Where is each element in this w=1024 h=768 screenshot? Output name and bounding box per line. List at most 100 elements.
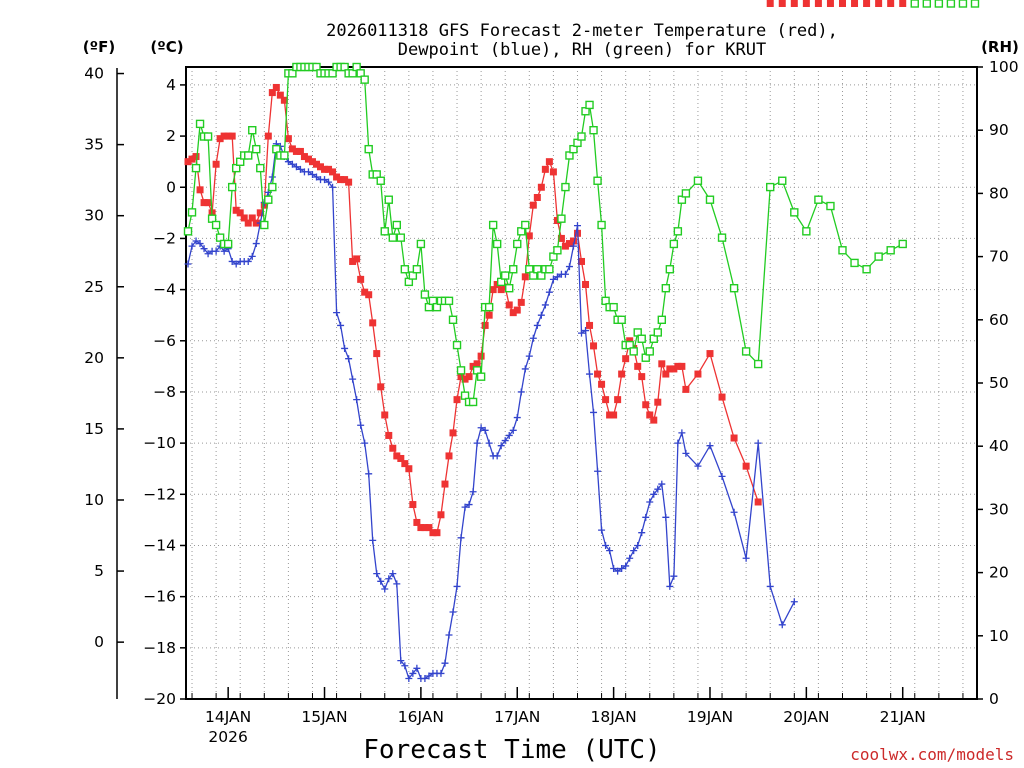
2-meter-temperature-point — [349, 257, 357, 265]
2-meter-temperature-point — [224, 132, 232, 140]
dewpoint-point — [618, 565, 626, 573]
relative-humidity-point — [741, 347, 751, 356]
2-meter-temperature-point — [325, 165, 333, 173]
relative-humidity-point — [661, 284, 671, 293]
2-meter-temperature-point — [232, 206, 240, 214]
rh-tick-label: 100 — [989, 58, 1019, 76]
relative-humidity-point — [922, 0, 932, 8]
x-tick-label: 20JAN — [783, 708, 829, 726]
celsius-tick-label: 4 — [166, 76, 176, 94]
relative-humidity-point — [561, 182, 570, 192]
dewpoint-point — [610, 565, 618, 573]
dewpoint-point — [778, 621, 786, 629]
relative-humidity-point — [657, 315, 667, 324]
celsius-tick-label: −6 — [153, 332, 176, 350]
relative-humidity-point — [645, 347, 654, 356]
dewpoint-point — [485, 439, 493, 447]
dewpoint-point — [537, 311, 545, 319]
dewpoint-point — [634, 541, 642, 549]
celsius-tick-label: −8 — [153, 383, 176, 401]
2-meter-temperature-point — [321, 165, 329, 173]
dewpoint-point — [481, 426, 489, 434]
dewpoint-point — [373, 570, 381, 578]
2-meter-temperature-point — [256, 209, 264, 217]
relative-humidity-point — [227, 182, 237, 192]
dewpoint-point — [694, 462, 702, 470]
dewpoint-point — [545, 288, 553, 296]
dewpoint-point — [766, 582, 774, 590]
2-meter-temperature-point — [244, 219, 252, 227]
2-meter-temperature-point — [541, 165, 549, 173]
dewpoint-point — [493, 452, 501, 460]
2-meter-temperature-point — [618, 370, 626, 378]
dewpoint-point — [288, 160, 296, 168]
relative-humidity-point — [452, 340, 462, 350]
dewpoint-point — [549, 275, 557, 283]
dewpoint-point — [248, 252, 256, 260]
2-meter-temperature-point — [529, 201, 537, 209]
dewpoint-point — [357, 421, 365, 429]
relative-humidity-point — [420, 290, 430, 299]
relative-humidity-point — [970, 0, 980, 8]
2-meter-temperature-point — [598, 380, 606, 388]
2-meter-temperature-point — [188, 155, 196, 163]
2-meter-temperature-point — [377, 383, 385, 391]
2-meter-temperature-point — [533, 193, 541, 201]
2-meter-temperature-point — [557, 234, 565, 242]
dewpoint-point — [678, 429, 686, 437]
relative-humidity-point — [248, 125, 257, 135]
2-meter-temperature-point — [425, 524, 433, 532]
fahrenheit-tick-label: 30 — [84, 207, 104, 225]
2-meter-temperature-point — [200, 199, 208, 207]
2-meter-temperature-point — [397, 454, 405, 462]
2-meter-temperature-point — [754, 498, 762, 506]
2-meter-temperature-point — [345, 178, 353, 186]
2-meter-temperature-point — [373, 350, 381, 358]
dewpoint-point — [622, 562, 630, 570]
dewpoint-point — [385, 575, 393, 583]
dewpoint-point — [192, 237, 200, 245]
relative-humidity-point — [505, 284, 514, 293]
relative-humidity-point — [412, 265, 422, 274]
relative-humidity-point — [545, 265, 554, 274]
celsius-tick-label: −4 — [153, 281, 176, 299]
2-meter-temperature-point — [473, 360, 481, 368]
relative-humidity-point — [191, 163, 201, 173]
dewpoint-point — [529, 334, 537, 342]
2-meter-temperature-point — [216, 135, 224, 143]
relative-humidity-point — [211, 220, 221, 230]
relative-humidity-point — [609, 302, 618, 312]
celsius-tick-label: −16 — [143, 588, 176, 606]
relative-humidity-point — [790, 208, 799, 217]
2-meter-temperature-point — [497, 286, 505, 294]
2-meter-temperature-point — [670, 365, 678, 373]
dewpoint-point — [349, 375, 357, 383]
dewpoint-point — [449, 608, 457, 616]
relative-humidity-point — [934, 0, 944, 8]
2-meter-temperature-point — [778, 0, 786, 7]
x-tick-label: 19JAN — [687, 708, 733, 726]
2-meter-temperature-point — [196, 186, 204, 194]
dewpoint-point — [706, 442, 714, 450]
2-meter-temperature-point — [586, 321, 594, 329]
dewpoint-point — [642, 513, 650, 521]
dewpoint-point — [421, 675, 429, 683]
2-meter-temperature-point — [365, 291, 373, 299]
relative-humidity-point — [187, 208, 197, 217]
2-meter-temperature-point — [292, 147, 300, 155]
dewpoint-point — [674, 439, 682, 447]
2-meter-temperature-point — [433, 529, 441, 537]
dewpoint-point — [730, 508, 738, 516]
dewpoint-point — [646, 498, 654, 506]
relative-humidity-point — [850, 258, 859, 268]
2-meter-temperature-point — [264, 132, 272, 140]
2-meter-temperature-point — [706, 350, 714, 358]
relative-humidity-point — [717, 233, 727, 242]
2-meter-temperature-point — [312, 160, 320, 168]
2-meter-temperature-point — [838, 0, 846, 7]
dewpoint-point — [200, 245, 208, 253]
relative-humidity-point — [693, 176, 703, 185]
rh-tick-label: 70 — [989, 248, 1009, 266]
2-meter-temperature-point — [814, 0, 822, 7]
2-meter-temperature-point — [887, 0, 895, 7]
